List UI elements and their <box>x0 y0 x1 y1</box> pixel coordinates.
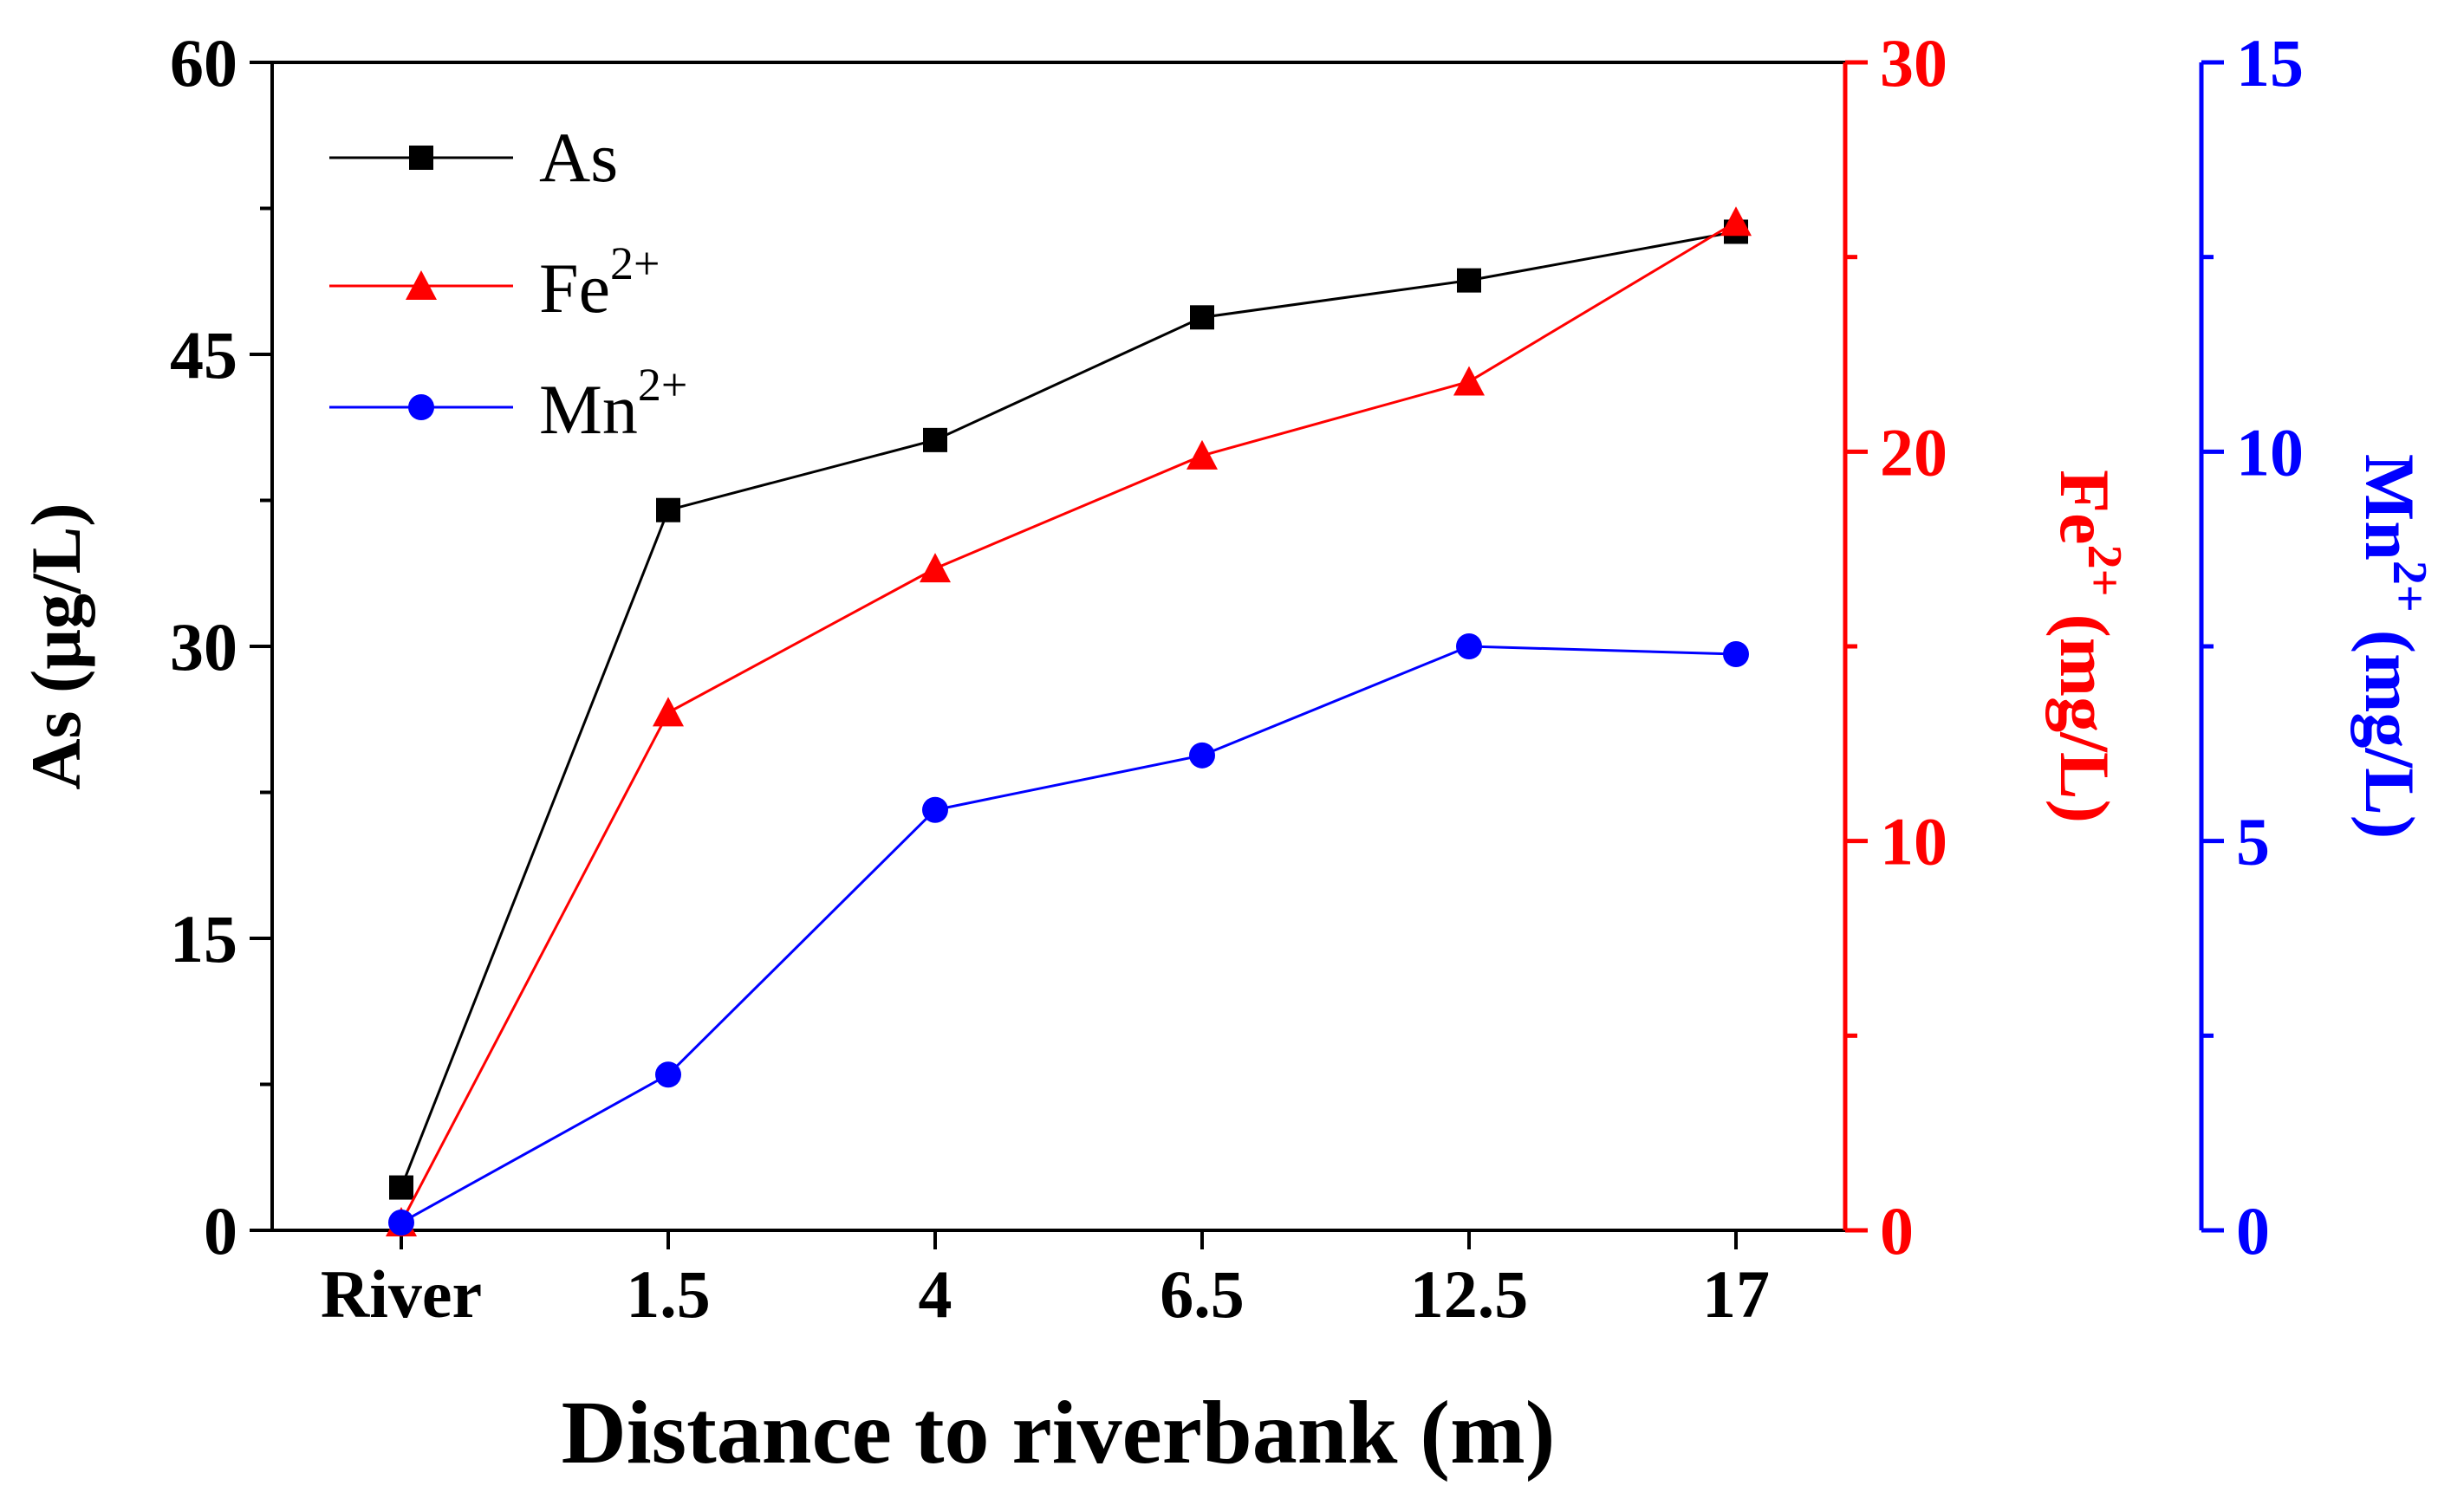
mn-tick-label-3: 15 <box>2236 25 2304 101</box>
point-as-4 <box>1457 268 1481 293</box>
legend: As Fe2+ Mn2+ <box>329 118 687 449</box>
point-fe-2 <box>920 553 951 583</box>
legend-marker-fe <box>406 270 437 300</box>
left-tick-label-1: 15 <box>170 901 237 976</box>
fe-axis-title-base: Fe <box>2045 470 2124 544</box>
legend-label-as-base: As <box>539 118 618 197</box>
x-tick-label-2: 4 <box>919 1256 952 1332</box>
left-tick-label-4: 60 <box>170 25 237 101</box>
legend-label-as: As <box>539 118 618 197</box>
series-line-fe <box>400 220 1737 1223</box>
svg-text:Mn2+(mg/L): Mn2+ (mg/L) <box>2350 454 2436 839</box>
series-line-as <box>400 230 1737 1189</box>
legend-label-mn-sup: 2+ <box>638 359 687 411</box>
ticks-layer: River 1.5 4 6.5 12.5 17 0 15 30 45 60 0 10 20 30 0 5 10 15 <box>170 25 2304 1332</box>
x-tick-label-3: 6.5 <box>1160 1256 1245 1332</box>
mn-tick-label-0: 0 <box>2236 1193 2270 1268</box>
x-axis-title: Distance to riverbank (m) <box>562 1383 1556 1482</box>
mn-axis-title-sup: 2+ <box>2383 561 2436 613</box>
legend-label-mn: Mn2+ <box>539 359 687 449</box>
left-tick-label-2: 30 <box>170 609 237 684</box>
legend-label-fe: Fe2+ <box>539 237 660 328</box>
legend-marker-as <box>409 146 433 170</box>
x-tick-label-5: 17 <box>1702 1256 1770 1332</box>
mn-axis-title-unit: (mg/L) <box>2350 630 2429 839</box>
point-fe-3 <box>1186 439 1218 470</box>
point-fe-1 <box>653 697 684 727</box>
x-tick-label-4: 12.5 <box>1410 1256 1529 1332</box>
x-tick-label-1: 1.5 <box>626 1256 711 1332</box>
legend-label-mn-base: Mn <box>539 370 638 449</box>
mn-tick-label-2: 10 <box>2236 414 2304 490</box>
svg-text:Fe2+(mg/L): Fe2+ (mg/L) <box>2045 470 2131 823</box>
series-layer <box>386 206 1752 1237</box>
series-line-mn <box>400 645 1737 1224</box>
point-as-1 <box>656 497 680 522</box>
x-tick-label-0: River <box>321 1256 482 1332</box>
point-mn-3 <box>1189 742 1215 769</box>
point-as-3 <box>1190 305 1214 330</box>
mn-axis-title-base: Mn <box>2350 454 2429 561</box>
fe-tick-label-0: 0 <box>1880 1193 1914 1268</box>
point-as-0 <box>389 1175 413 1200</box>
mn-axis-title: Mn2+ (mg/L) <box>2350 454 2436 839</box>
fe-tick-label-1: 10 <box>1880 804 1947 879</box>
point-fe-4 <box>1453 366 1485 396</box>
point-fe-5 <box>1720 206 1752 237</box>
point-mn-0 <box>388 1210 414 1236</box>
legend-label-fe-sup: 2+ <box>610 237 660 289</box>
fe-tick-label-2: 20 <box>1880 414 1947 490</box>
left-tick-label-0: 0 <box>204 1193 237 1268</box>
point-mn-2 <box>922 796 948 823</box>
point-as-2 <box>923 427 947 452</box>
fe-axis-title-sup: 2+ <box>2077 545 2131 597</box>
fe-axis-title: Fe2+ (mg/L) <box>2045 470 2131 823</box>
point-mn-1 <box>655 1061 681 1088</box>
fe-tick-label-3: 30 <box>1880 25 1947 101</box>
legend-label-fe-base: Fe <box>539 249 610 328</box>
legend-marker-mn <box>408 394 434 420</box>
fe-axis-title-unit: (mg/L) <box>2045 614 2124 823</box>
mn-tick-label-1: 5 <box>2236 804 2270 879</box>
left-axis-title: As (μg/L) <box>16 503 95 789</box>
left-tick-label-3: 45 <box>170 317 237 392</box>
point-mn-5 <box>1723 640 1749 667</box>
plot-area <box>270 61 2204 1232</box>
point-mn-4 <box>1456 633 1482 659</box>
